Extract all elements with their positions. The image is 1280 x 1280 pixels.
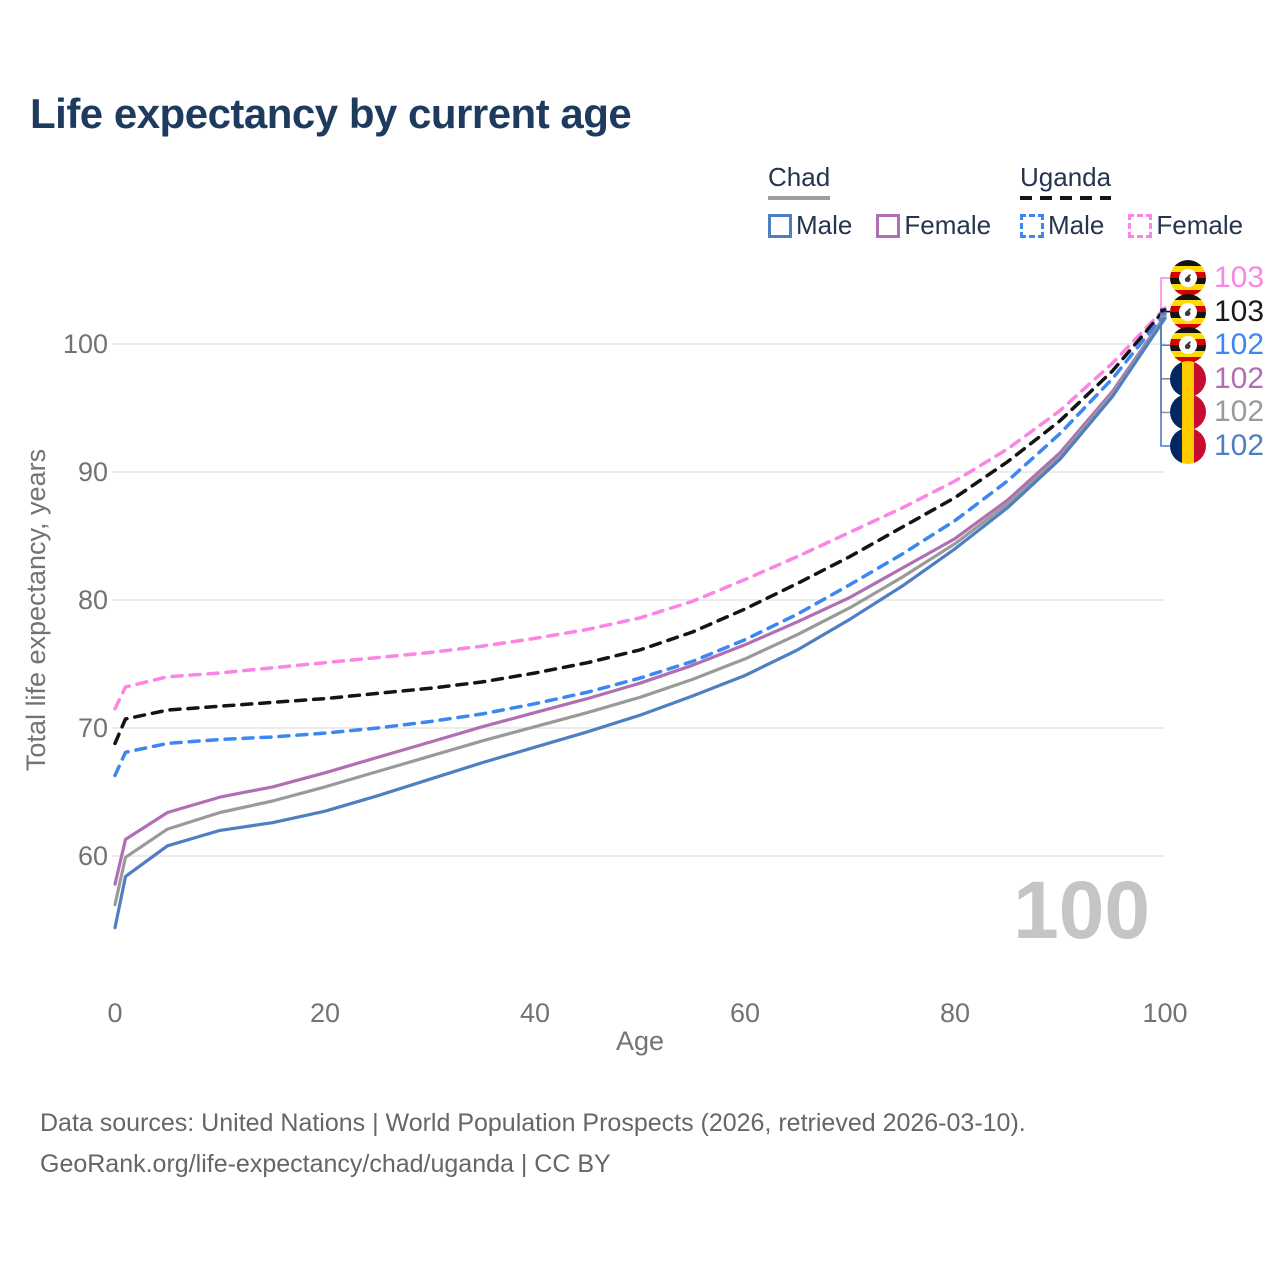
y-tick-100: 100 [63, 329, 108, 359]
legend-item-uganda-male[interactable]: Male [1020, 210, 1104, 241]
end-label-3: 102 [1170, 360, 1265, 397]
y-tick-80: 80 [78, 585, 108, 615]
footer-sources: Data sources: United Nations | World Pop… [40, 1103, 1026, 1185]
legend-group-chad: Chad Male Female [768, 162, 991, 241]
end-value: 103 [1214, 294, 1265, 328]
footer-line-2: GeoRank.org/life-expectancy/chad/uganda … [40, 1150, 611, 1178]
y-tick-60: 60 [78, 841, 108, 871]
y-axis-title: Total life expectancy, years [21, 449, 51, 771]
x-tick-20: 20 [310, 998, 340, 1028]
y-tick-90: 90 [78, 457, 108, 487]
end-value: 103 [1214, 261, 1265, 294]
leader-line-3 [1160, 315, 1170, 380]
chart-legend: Chad Male Female Uganda Male [768, 162, 1268, 242]
leader-line-4 [1160, 316, 1170, 414]
x-axis-title: Age [616, 1026, 664, 1056]
chad-flag-icon [1170, 394, 1206, 431]
footer-line-1: Data sources: United Nations | World Pop… [40, 1109, 1026, 1137]
crane-icon [1184, 341, 1192, 350]
end-value: 102 [1214, 395, 1265, 429]
crane-icon [1184, 274, 1192, 282]
end-label-0: 103 [1170, 260, 1264, 296]
legend-row-uganda: Male Female [1020, 210, 1243, 241]
x-tick-100: 100 [1142, 998, 1187, 1028]
x-tick-60: 60 [730, 998, 760, 1028]
legend-label: Female [904, 210, 992, 240]
crane-icon [1184, 308, 1192, 316]
age-counter-watermark: 100 [1013, 865, 1150, 956]
uganda-flag-icon [1170, 327, 1206, 364]
series-line-chad-both-sexes [113, 315, 1167, 907]
legend-group-uganda: Uganda Male Female [1020, 162, 1243, 241]
legend-row-chad: Male Female [768, 210, 991, 241]
legend-item-uganda-female[interactable]: Female [1128, 210, 1243, 241]
chad-male-swatch [768, 213, 792, 238]
chad-underline-swatch [768, 196, 831, 200]
legend-header-chad[interactable]: Chad [768, 162, 831, 200]
chad-flag-icon [1170, 360, 1206, 397]
end-label-5: 102 [1170, 428, 1264, 464]
y-tick-70: 70 [78, 713, 108, 743]
leader-line-5 [1160, 317, 1170, 447]
x-tick-80: 80 [940, 998, 970, 1028]
end-value: 102 [1214, 429, 1265, 462]
legend-label: Male [1048, 210, 1105, 240]
uganda-flag-icon [1170, 293, 1206, 330]
uganda-underline-swatch [1020, 196, 1112, 200]
series-line-uganda-both-sexes [113, 307, 1167, 746]
series-line-uganda-male [113, 311, 1167, 778]
series-line-uganda-female [113, 306, 1167, 711]
chad-female-swatch [876, 213, 901, 238]
end-value: 102 [1214, 328, 1265, 362]
legend-label: Female [1156, 210, 1244, 240]
series-line-chad-male [113, 316, 1167, 930]
leader-line-0 [1160, 277, 1170, 309]
series-line-chad-female [113, 314, 1167, 886]
end-label-2: 102 [1170, 327, 1265, 364]
legend-item-chad-female[interactable]: Female [876, 210, 991, 241]
uganda-flag-icon [1170, 260, 1206, 296]
end-label-1: 103 [1170, 293, 1265, 330]
uganda-female-swatch [1128, 213, 1153, 238]
end-label-4: 102 [1170, 394, 1265, 431]
chad-flag-icon [1170, 428, 1206, 464]
x-tick-40: 40 [520, 998, 550, 1028]
legend-item-chad-male[interactable]: Male [768, 210, 852, 241]
x-tick-0: 0 [107, 998, 122, 1028]
uganda-male-swatch [1020, 213, 1044, 238]
end-value: 102 [1214, 361, 1265, 395]
legend-label: Male [796, 210, 853, 240]
legend-header-uganda[interactable]: Uganda [1020, 162, 1112, 200]
page-title: Life expectancy by current age [30, 90, 632, 137]
